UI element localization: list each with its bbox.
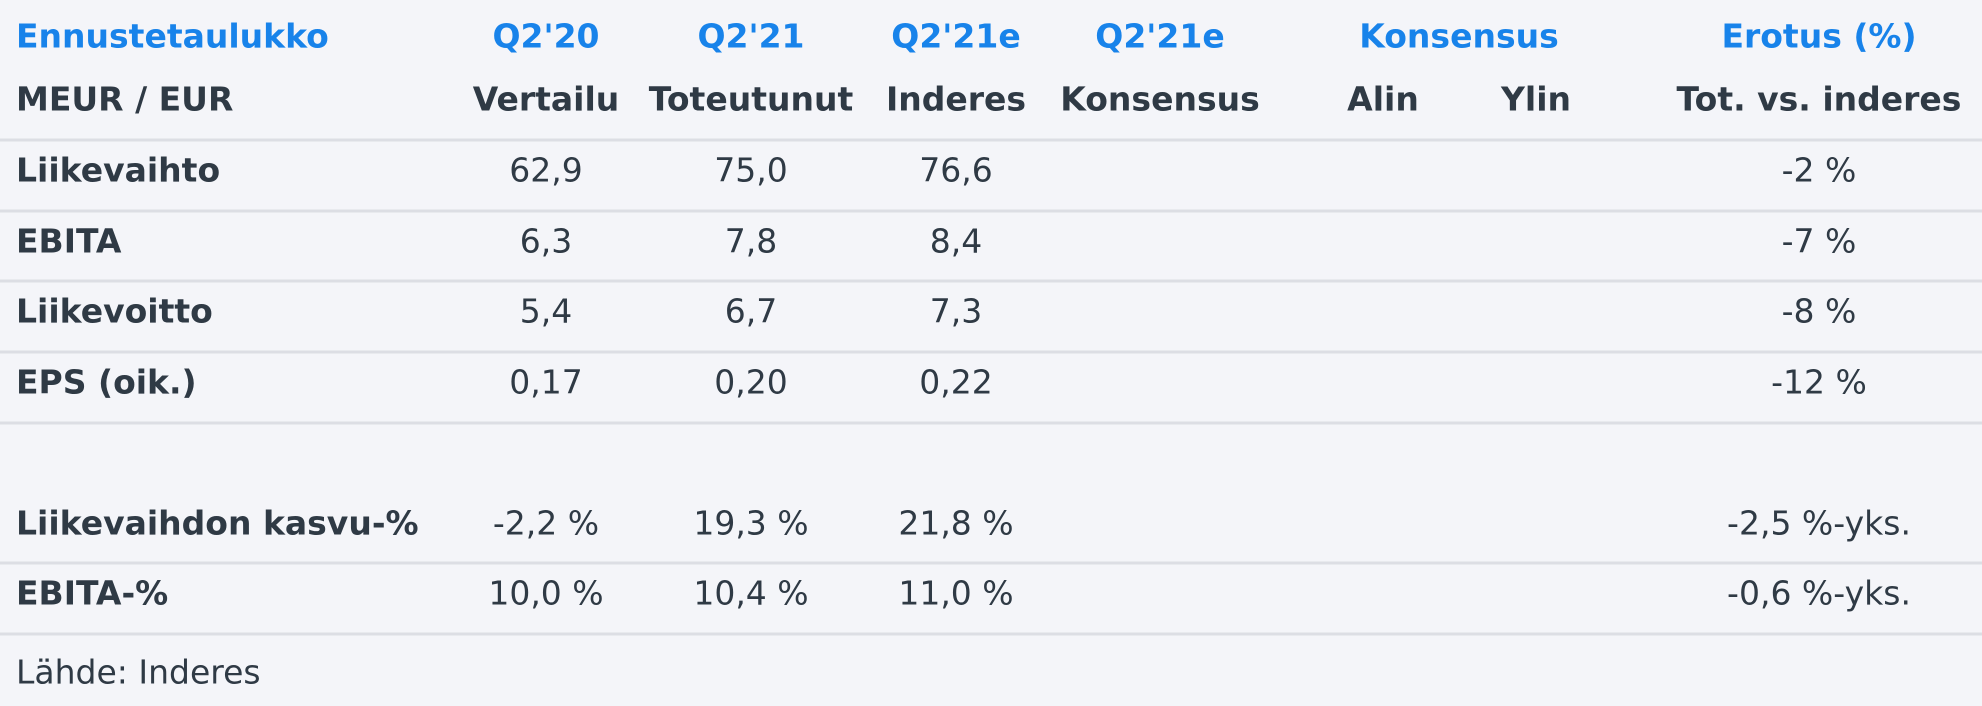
cell: -2,5 %-yks. bbox=[1727, 504, 1911, 543]
header-cell: Q2'21e bbox=[891, 17, 1020, 56]
cell: 19,3 % bbox=[693, 504, 808, 543]
row-label: Liikevoitto bbox=[16, 292, 213, 331]
cell: 11,0 % bbox=[898, 574, 1013, 613]
cell: -12 % bbox=[1771, 363, 1867, 402]
header-cell: Q2'21 bbox=[697, 17, 804, 56]
header-cell: Alin bbox=[1347, 80, 1419, 119]
header-cell: Q2'20 bbox=[492, 17, 599, 56]
header-cell: Inderes bbox=[886, 80, 1026, 119]
separators bbox=[0, 138, 1982, 636]
cell: 10,4 % bbox=[693, 574, 808, 613]
cell: -2 % bbox=[1782, 151, 1857, 190]
source: Lähde: Inderes bbox=[16, 653, 261, 692]
row-label: EBITA bbox=[16, 222, 122, 261]
cell: 6,3 bbox=[520, 222, 572, 261]
row-label: Liikevaihto bbox=[16, 151, 220, 190]
header-cell: Erotus (%) bbox=[1721, 17, 1916, 56]
cell: 21,8 % bbox=[898, 504, 1013, 543]
header-cell: Vertailu bbox=[473, 80, 620, 119]
row-label: EBITA-% bbox=[16, 574, 168, 613]
header-cell: Ylin bbox=[1500, 80, 1571, 119]
cell: 75,0 bbox=[714, 151, 787, 190]
cell: -2,2 % bbox=[493, 504, 599, 543]
header-cell: Q2'21e bbox=[1095, 17, 1224, 56]
header-cell: Konsensus bbox=[1060, 80, 1259, 119]
cell: 76,6 bbox=[919, 151, 992, 190]
cell: 5,4 bbox=[520, 292, 572, 331]
cell: 7,3 bbox=[930, 292, 982, 331]
row-label: EPS (oik.) bbox=[16, 363, 197, 402]
header-cell: Toteutunut bbox=[649, 80, 854, 119]
cell: 0,17 bbox=[509, 363, 582, 402]
cell: 0,22 bbox=[919, 363, 992, 402]
cell: -7 % bbox=[1782, 222, 1857, 261]
header-cell: Tot. vs. inderes bbox=[1677, 80, 1962, 119]
cell: 8,4 bbox=[930, 222, 982, 261]
cell: 0,20 bbox=[714, 363, 787, 402]
cell: -8 % bbox=[1782, 292, 1857, 331]
cell: -0,6 %-yks. bbox=[1727, 574, 1911, 613]
cell: 10,0 % bbox=[488, 574, 603, 613]
header-cell: MEUR / EUR bbox=[16, 80, 233, 119]
cell: 6,7 bbox=[725, 292, 777, 331]
header-cell: Konsensus bbox=[1359, 17, 1558, 56]
cell: 62,9 bbox=[509, 151, 582, 190]
row-label: Liikevaihdon kasvu-% bbox=[16, 504, 419, 543]
cell: 7,8 bbox=[725, 222, 777, 261]
header-cell: Ennustetaulukko bbox=[16, 17, 329, 56]
